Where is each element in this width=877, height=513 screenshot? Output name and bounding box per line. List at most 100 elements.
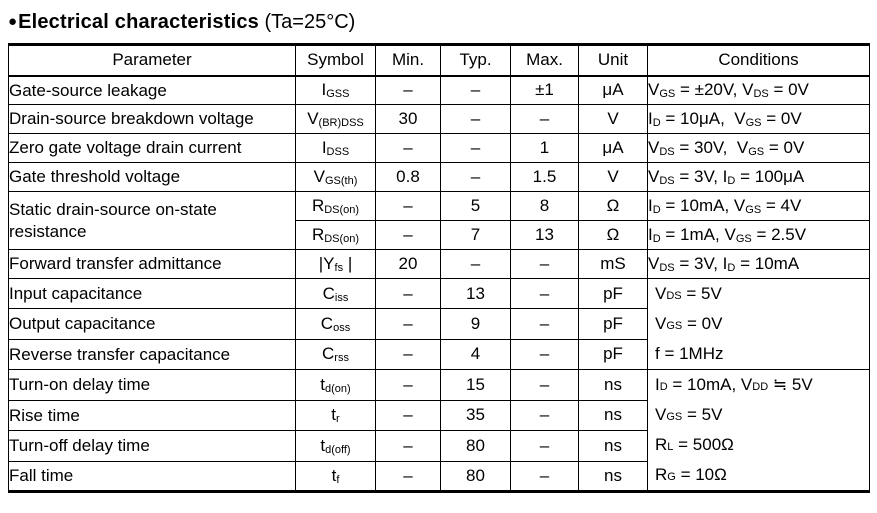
- typ-cell: 80: [440, 430, 511, 462]
- parameter-cell: Static drain-source on-state resistance: [8, 191, 296, 250]
- min-cell: –: [375, 191, 441, 221]
- unit-cell: pF: [578, 277, 648, 310]
- typ-cell: 4: [440, 338, 511, 371]
- col-header-conditions: Conditions: [647, 44, 870, 77]
- symbol-cell: Ciss: [295, 277, 376, 310]
- min-cell: –: [375, 75, 441, 105]
- max-cell: 8: [510, 191, 579, 221]
- parameter-cell: Gate-source leakage: [8, 75, 296, 105]
- conditions-cell: VDS = 3V, ID = 10mA: [647, 249, 870, 279]
- table-row: Rise time tr –35– ns: [8, 399, 870, 431]
- parameter-cell: Input capacitance: [8, 277, 296, 310]
- min-cell: –: [375, 277, 441, 310]
- min-cell: –: [375, 430, 441, 462]
- unit-cell: ns: [578, 430, 648, 462]
- unit-cell: μA: [578, 75, 648, 105]
- parameter-cell: Fall time: [8, 460, 296, 492]
- unit-cell: ns: [578, 460, 648, 492]
- symbol-cell: RDS(on): [295, 191, 376, 221]
- unit-cell: pF: [578, 308, 648, 340]
- parameter-cell: Turn-off delay time: [8, 430, 296, 462]
- conditions-cell: VGS = ±20V, VDS = 0V: [647, 75, 870, 105]
- symbol-cell: tf: [295, 460, 376, 492]
- unit-cell: Ω: [578, 191, 648, 221]
- typ-cell: 15: [440, 369, 511, 401]
- symbol-cell: |Yfs |: [295, 249, 376, 279]
- min-cell: –: [375, 220, 441, 250]
- parameter-cell: Rise time: [8, 399, 296, 431]
- col-header-parameter: Parameter: [8, 44, 296, 77]
- parameter-cell: Output capacitance: [8, 308, 296, 340]
- typ-cell: 9: [440, 308, 511, 340]
- typ-cell: –: [440, 249, 511, 279]
- symbol-cell: RDS(on): [295, 220, 376, 250]
- table-body: Gate-source leakage IGSS – – ±1 μA VGS = ±20V,…: [8, 75, 870, 492]
- typ-cell: 7: [440, 220, 511, 250]
- conditions-cell: VDS = 3V, ID = 100μA: [647, 162, 870, 192]
- parameter-cell: Forward transfer admittance: [8, 249, 296, 279]
- max-cell: ±1: [510, 75, 579, 105]
- conditions-cell: ID = 10μA, VGS = 0V: [647, 104, 870, 134]
- min-cell: –: [375, 338, 441, 371]
- table-header: Parameter Symbol Min. Typ. Max. Unit Con…: [8, 44, 870, 77]
- table-row: Reverse transfer capacitance Crss –4– pF: [8, 338, 870, 371]
- condition-line: f = 1MHz: [655, 344, 724, 363]
- typ-cell: –: [440, 75, 511, 105]
- symbol-cell: td(off): [295, 430, 376, 462]
- unit-cell: pF: [578, 338, 648, 371]
- table-row: Drain-source breakdown voltage V(BR)DSS 30…: [8, 104, 870, 134]
- min-cell: –: [375, 369, 441, 401]
- table-row: Gate-source leakage IGSS – – ±1 μA VGS = ±20V,…: [8, 75, 870, 105]
- unit-cell: μA: [578, 133, 648, 163]
- unit-cell: ns: [578, 399, 648, 431]
- symbol-cell: IDSS: [295, 133, 376, 163]
- condition-line: V GS = 5V: [655, 405, 723, 424]
- parameter-cell: Gate threshold voltage: [8, 162, 296, 192]
- datasheet-section: ●Electrical characteristics (Ta=25°C) Pa…: [8, 10, 870, 493]
- unit-cell: V: [578, 104, 648, 134]
- conditions-cell: V DS = 5V V GS = 0V f = 1MHz: [647, 278, 870, 370]
- max-cell: 1: [510, 133, 579, 163]
- min-cell: –: [375, 308, 441, 340]
- symbol-cell: Coss: [295, 308, 376, 340]
- max-cell: –: [510, 338, 579, 371]
- typ-cell: 80: [440, 460, 511, 492]
- col-header-symbol: Symbol: [295, 44, 376, 77]
- electrical-characteristics-table: Parameter Symbol Min. Typ. Max. Unit Con…: [8, 43, 870, 493]
- conditions-cell: VDS = 30V, VGS = 0V: [647, 133, 870, 163]
- unit-cell: V: [578, 162, 648, 192]
- conditions-cell: ID = 10mA, VGS = 4V: [647, 191, 870, 221]
- typ-cell: 13: [440, 277, 511, 310]
- conditions-cell: ID = 1mA, VGS = 2.5V: [647, 220, 870, 250]
- table-row: Gate threshold voltage VGS(th) 0.8–1.5 V VDS…: [8, 162, 870, 192]
- header-row: Parameter Symbol Min. Typ. Max. Unit Con…: [8, 44, 870, 77]
- max-cell: –: [510, 249, 579, 279]
- col-header-unit: Unit: [578, 44, 648, 77]
- typ-cell: –: [440, 133, 511, 163]
- max-cell: –: [510, 369, 579, 401]
- section-temperature-condition: (Ta=25°C): [258, 11, 356, 33]
- parameter-cell: Zero gate voltage drain current: [8, 133, 296, 163]
- table-row: Static drain-source on-state resistance R…: [8, 191, 870, 250]
- unit-cell: ns: [578, 369, 648, 401]
- symbol-cell: V(BR)DSS: [295, 104, 376, 134]
- typ-cell: 35: [440, 399, 511, 431]
- table-row: Forward transfer admittance |Yfs | 20– – mS V…: [8, 249, 870, 279]
- table-row: Input capacitance Ciss –13– pF V DS = 5V V GS =…: [8, 277, 870, 370]
- symbol-cell: tr: [295, 399, 376, 431]
- min-cell: 20: [375, 249, 441, 279]
- parameter-cell: Turn-on delay time: [8, 369, 296, 401]
- symbol-cell: VGS(th): [295, 162, 376, 192]
- max-cell: 13: [510, 220, 579, 250]
- max-cell: –: [510, 308, 579, 340]
- max-cell: –: [510, 104, 579, 134]
- section-title: Electrical characteristics: [18, 11, 259, 33]
- table-row: RDS(on) –7 13 Ω ID = 1mA, VGS = 2.5V: [9, 220, 870, 250]
- section-header: ●Electrical characteristics (Ta=25°C): [8, 10, 869, 34]
- max-cell: 1.5: [510, 162, 579, 192]
- condition-line: V DS = 5V: [655, 284, 722, 303]
